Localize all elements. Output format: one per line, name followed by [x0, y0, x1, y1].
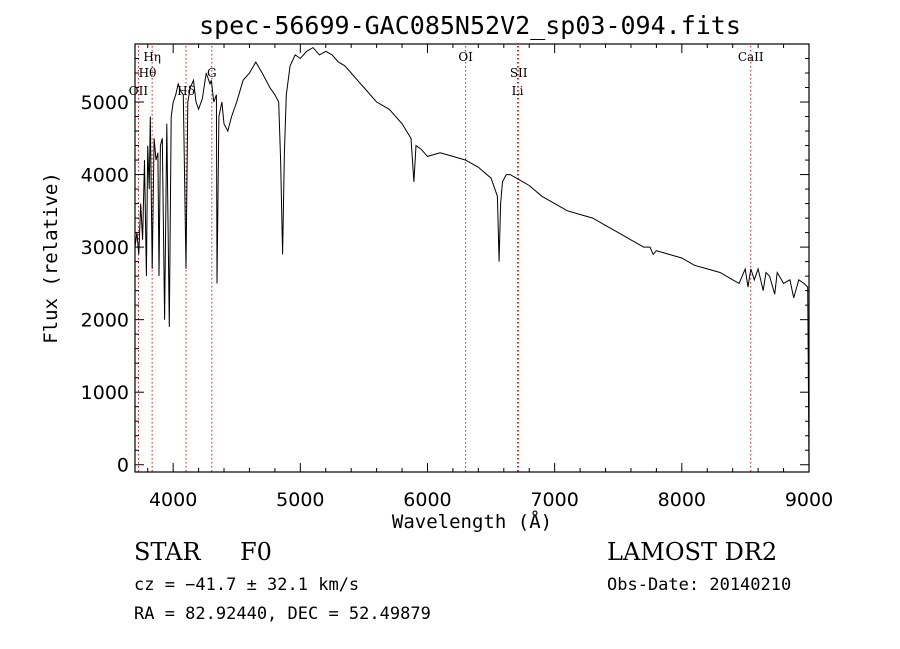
y-tick-label: 4000: [81, 165, 129, 187]
line-id-label: CaII: [738, 50, 764, 64]
plot-area: OII Hη Hθ Hδ G OI SII Li CaII: [129, 43, 810, 473]
x-tick-label: 6000: [403, 489, 451, 511]
line-id-label: Hδ: [177, 84, 195, 98]
y-axis-label: Flux (relative): [40, 172, 62, 344]
line-id-markers: [137, 46, 752, 472]
y-axis-ticks: 0 1000 2000 3000 4000 5000: [81, 58, 809, 477]
x-tick-label: 9000: [785, 489, 833, 511]
line-id-label: SII: [510, 66, 528, 80]
x-tick-label: 4000: [149, 489, 197, 511]
y-tick-label: 3000: [81, 237, 129, 259]
x-tick-label: 5000: [276, 489, 324, 511]
line-id-label: Hθ: [139, 66, 157, 80]
x-axis-label: Wavelength (Å): [392, 510, 552, 533]
line-id-label: OII: [129, 84, 149, 98]
line-id-label: OI: [458, 50, 473, 64]
info-block: STAR F0 cz = −41.7 ± 32.1 km/s RA = 82.9…: [134, 538, 791, 624]
line-id-label: Hη: [143, 50, 161, 64]
x-axis-ticks: 4000 5000 6000 7000 8000 9000: [147, 44, 833, 511]
y-tick-label: 1000: [81, 382, 129, 404]
object-class: STAR: [134, 538, 201, 566]
line-id-label: Li: [512, 84, 524, 98]
y-tick-label: 2000: [81, 310, 129, 332]
y-tick-label: 0: [117, 455, 129, 477]
chart-title: spec-56699-GAC085N52V2_sp03-094.fits: [199, 11, 741, 40]
line-id-label: G: [207, 66, 217, 80]
plot-frame: [134, 43, 810, 473]
spectral-subclass: F0: [240, 538, 272, 566]
x-tick-label: 8000: [658, 489, 706, 511]
y-tick-label: 5000: [81, 92, 129, 114]
line-id-labels: OII Hη Hθ Hδ G OI SII Li CaII: [129, 50, 764, 98]
survey-name: LAMOST DR2: [607, 538, 777, 566]
redshift-velocity: cz = −41.7 ± 32.1 km/s: [134, 575, 359, 595]
spectrum-series-line: [134, 46, 810, 465]
sky-coordinates: RA = 82.92440, DEC = 52.49879: [134, 604, 431, 624]
observation-date: Obs-Date: 20140210: [607, 575, 791, 595]
x-tick-label: 7000: [530, 489, 578, 511]
